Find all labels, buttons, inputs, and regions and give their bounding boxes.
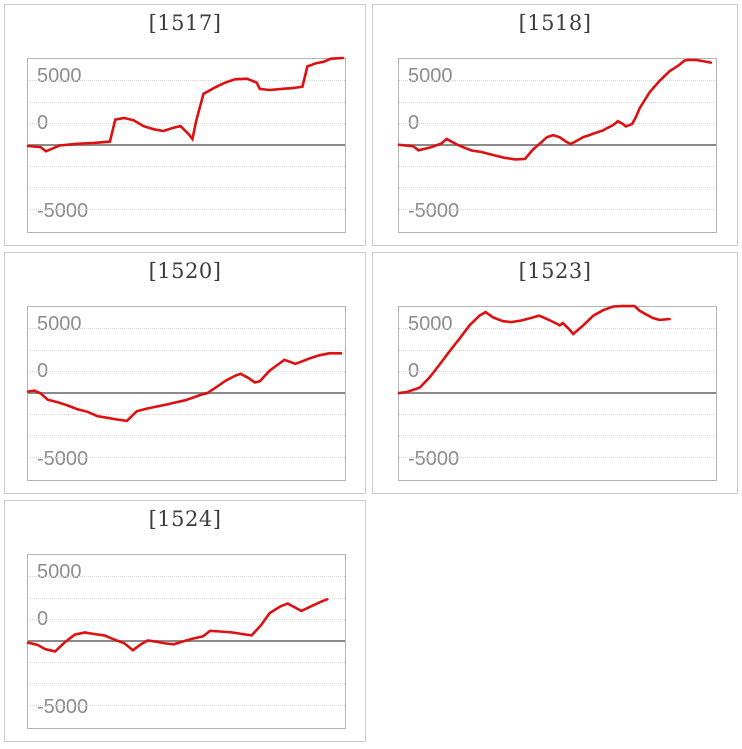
gridline — [28, 413, 345, 415]
slump-line — [26, 597, 329, 653]
y-axis-label-5000: 5000 — [37, 313, 82, 335]
gridline — [399, 328, 716, 330]
y-axis-label-neg5000: -5000 — [37, 448, 89, 470]
gridline — [399, 371, 716, 373]
chart-panel-1518: [1518] 5000 0 -5000 — [372, 4, 738, 246]
chart-title: [1520] — [148, 259, 222, 283]
plot-area: 5000 0 -5000 — [26, 554, 346, 729]
y-axis-label-neg5000: -5000 — [37, 200, 89, 222]
gridline — [399, 349, 716, 351]
gridline — [28, 371, 345, 373]
gridline — [28, 576, 345, 578]
y-axis-label-neg5000: -5000 — [408, 448, 460, 470]
gridline — [28, 704, 345, 706]
chart-panel-1517: [1517] 5000 0 -5000 — [4, 4, 366, 246]
gridline — [28, 165, 345, 167]
plot-area: 5000 0 -5000 — [397, 304, 717, 481]
zero-axis-line — [28, 143, 345, 146]
gridline — [28, 208, 345, 210]
gridline — [28, 328, 345, 330]
y-axis-label-neg5000: -5000 — [37, 696, 89, 718]
chart-panel-1524: [1524] 5000 0 -5000 — [4, 500, 366, 742]
gridline — [399, 187, 716, 189]
y-axis-label-5000: 5000 — [408, 313, 453, 335]
gridline — [28, 101, 345, 103]
zero-axis-line — [399, 391, 716, 394]
gridline — [399, 413, 716, 415]
y-axis-label-5000: 5000 — [37, 65, 82, 87]
chart-panel-1523: [1523] 5000 0 -5000 — [372, 252, 738, 494]
chart-title: [1518] — [518, 11, 592, 35]
gridline — [399, 456, 716, 458]
gridline — [399, 101, 716, 103]
zero-axis-line — [28, 639, 345, 642]
gridline — [399, 165, 716, 167]
y-axis-label-5000: 5000 — [408, 65, 453, 87]
gridline — [28, 123, 345, 125]
gridline — [28, 661, 345, 663]
zero-axis-line — [28, 391, 345, 394]
zero-axis-line — [399, 143, 716, 146]
gridline — [28, 187, 345, 189]
y-axis-label-5000: 5000 — [37, 561, 82, 583]
gridline — [399, 208, 716, 210]
chart-panel-1520: [1520] 5000 0 -5000 — [4, 252, 366, 494]
y-axis-label-neg5000: -5000 — [408, 200, 460, 222]
plot-area: 5000 0 -5000 — [397, 58, 717, 233]
gridline — [28, 435, 345, 437]
chart-title: [1524] — [148, 507, 222, 531]
chart-title: [1517] — [148, 11, 222, 35]
gridline — [28, 619, 345, 621]
gridline — [399, 123, 716, 125]
gridline — [28, 80, 345, 82]
gridline — [399, 80, 716, 82]
gridline — [28, 456, 345, 458]
gridline — [28, 597, 345, 599]
chart-title: [1523] — [518, 259, 592, 283]
slump-line — [26, 351, 343, 423]
gridline — [399, 435, 716, 437]
gridline — [28, 349, 345, 351]
gridline — [28, 683, 345, 685]
plot-area: 5000 0 -5000 — [26, 306, 346, 481]
plot-area: 5000 0 -5000 — [26, 56, 346, 233]
